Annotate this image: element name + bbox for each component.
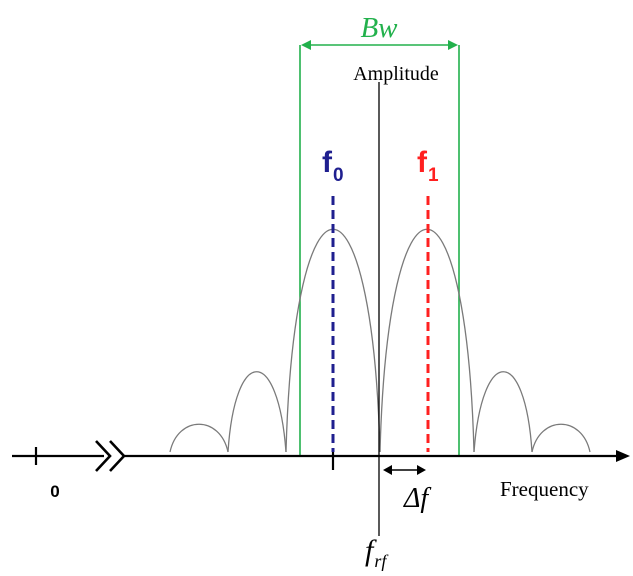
bandwidth-arrowhead-left <box>301 40 311 50</box>
f0-label: f0 <box>322 146 344 186</box>
frequency-label: Frequency <box>500 477 589 501</box>
spectrum-curve <box>169 228 591 453</box>
delta-f-arrowhead-right <box>417 465 426 475</box>
f1-label: f1 <box>417 146 439 186</box>
amplitude-label: Amplitude <box>353 63 439 85</box>
delta-f-arrowhead-left <box>383 465 392 475</box>
delta-f-label: Δf <box>403 483 431 514</box>
axis-arrowhead <box>616 450 630 462</box>
axis-break-symbol <box>95 440 126 472</box>
origin-label: 0 <box>50 482 59 501</box>
sidelobe-inner-left <box>227 371 287 453</box>
frequency-axis <box>12 440 630 472</box>
bandwidth-bracket <box>299 40 460 455</box>
bandwidth-label: Bw <box>360 12 398 44</box>
frf-label: frf <box>365 534 389 571</box>
sidelobe-inner-right <box>473 371 533 453</box>
delta-f-arrow <box>383 465 426 475</box>
bandwidth-arrowhead-right <box>448 40 458 50</box>
sidelobe-outer-right <box>531 423 591 453</box>
sidelobe-outer-left <box>169 423 229 453</box>
